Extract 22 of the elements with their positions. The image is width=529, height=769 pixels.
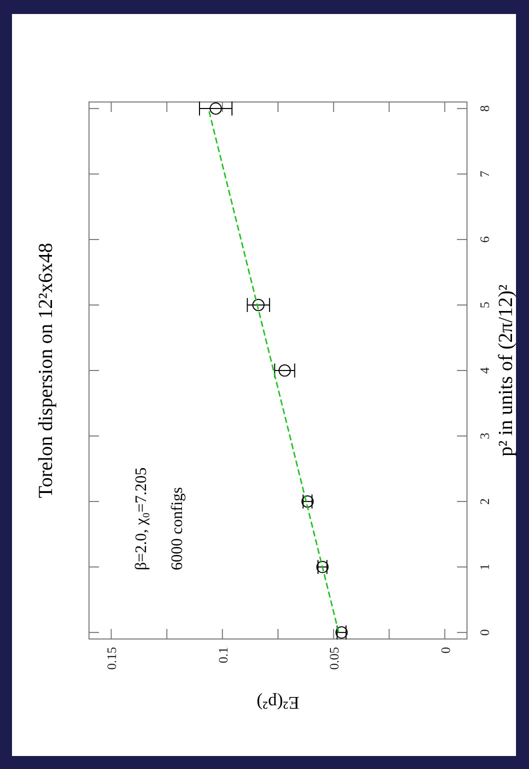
text: Torelon dispersion on 12²x6x48 (35, 242, 57, 498)
y-tick-label: 6 (477, 236, 492, 243)
point (252, 298, 265, 312)
y-tick-label: 2 (477, 498, 492, 505)
y-tick-label: 4 (477, 366, 492, 374)
annotation: 6000 configs (169, 487, 186, 570)
y-tick-label: 3 (477, 432, 492, 440)
point (278, 364, 291, 377)
point (210, 102, 222, 115)
annotation: β=2.0, χ₀=7.205 (133, 467, 150, 570)
y-tick-label: 5 (477, 302, 492, 308)
point (335, 626, 348, 639)
y-tick-label: 7 (477, 170, 492, 178)
x-tick-label: 0.15 (104, 647, 120, 670)
y-tick-label: 8 (477, 105, 492, 112)
x-tick-label: 0 (438, 647, 453, 654)
y-tick-label: 0 (477, 629, 492, 636)
x-tick-label: 0.05 (326, 647, 342, 670)
x-axis-title: E²(p²) (256, 693, 300, 713)
x-tick-label: 0.1 (215, 647, 230, 664)
y-axis-title: p² in units of (2π/12)² (495, 284, 517, 457)
y-tick-label: 1 (477, 564, 492, 570)
